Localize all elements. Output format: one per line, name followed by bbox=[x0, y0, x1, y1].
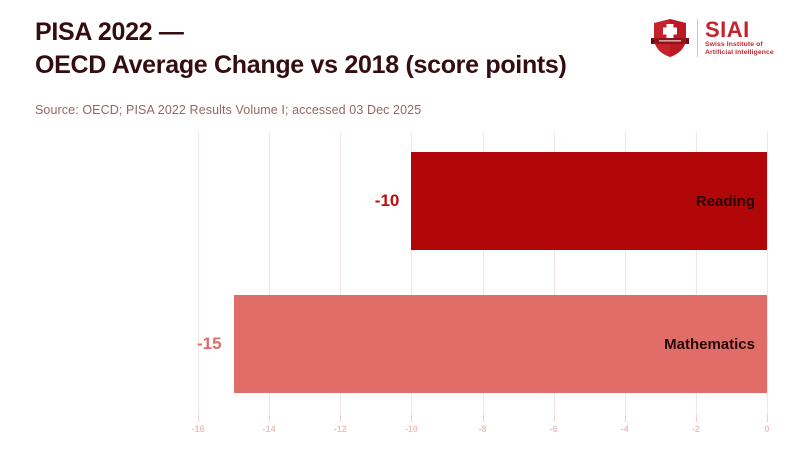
tick-mark-x-6 bbox=[553, 415, 555, 422]
tick-label-x-12: -12 bbox=[333, 424, 347, 434]
tick-label-x-8: -8 bbox=[478, 424, 487, 434]
gridline-x-2 bbox=[695, 132, 697, 415]
page-title-line1: PISA 2022 — bbox=[35, 18, 184, 46]
tick-mark-x-16 bbox=[198, 415, 199, 422]
gridline-x-14 bbox=[269, 132, 271, 415]
gridline-x-16 bbox=[198, 132, 199, 415]
bar-value-label: -10 bbox=[374, 191, 400, 210]
source-note: Source: OECD; PISA 2022 Results Volume I… bbox=[35, 103, 422, 117]
gridline-x-12 bbox=[340, 132, 342, 415]
tick-label-x0: 0 bbox=[764, 424, 770, 434]
bar-chart: -16 -14 -12 -10 -8 -6 -4 -2 0 Reading -10 Mathemati… bbox=[191, 132, 770, 434]
shield-icon bbox=[651, 19, 689, 57]
gridline-x0 bbox=[767, 132, 768, 415]
bar-mathematics: Mathematics bbox=[233, 295, 767, 393]
bar-category-label: Reading bbox=[695, 192, 755, 210]
tick-label-x-14: -14 bbox=[262, 424, 276, 434]
page-title-line2: OECD Average Change vs 2018 (score point… bbox=[35, 51, 567, 79]
page-title: PISA 2022 — OECD Average Change vs 2018 … bbox=[35, 16, 567, 82]
tick-mark-x-14 bbox=[269, 415, 271, 422]
logo-subtitle-line2: Artificial Intelligence bbox=[705, 49, 774, 56]
logo-text: SIAI Swiss Institute of Artificial Intel… bbox=[705, 19, 774, 57]
gridline-x-6 bbox=[553, 132, 555, 415]
tick-mark-x0 bbox=[767, 415, 768, 422]
tick-label-x-4: -4 bbox=[620, 424, 629, 434]
tick-label-x-10: -10 bbox=[404, 424, 418, 434]
logo-subtitle-line1: Swiss Institute of bbox=[705, 41, 763, 48]
tick-mark-x-2 bbox=[695, 415, 697, 422]
logo-divider bbox=[697, 19, 698, 57]
bar-reading: Reading bbox=[411, 152, 767, 250]
tick-mark-x-4 bbox=[624, 415, 626, 422]
bar-category-label: Mathematics bbox=[664, 335, 755, 353]
gridline-x-10 bbox=[411, 132, 413, 415]
tick-mark-x-12 bbox=[340, 415, 342, 422]
bar-value-label: -15 bbox=[196, 334, 222, 353]
tick-label-x-16: -16 bbox=[191, 424, 205, 434]
tick-label-x-2: -2 bbox=[691, 424, 700, 434]
logo-name: SIAI bbox=[705, 17, 750, 42]
tick-mark-x-8 bbox=[482, 415, 484, 422]
tick-label-x-6: -6 bbox=[549, 424, 558, 434]
gridline-x-4 bbox=[624, 132, 626, 415]
siai-logo: SIAI Swiss Institute of Artificial Intel… bbox=[650, 18, 774, 58]
gridline-x-8 bbox=[482, 132, 484, 415]
tick-mark-x-10 bbox=[411, 415, 413, 422]
